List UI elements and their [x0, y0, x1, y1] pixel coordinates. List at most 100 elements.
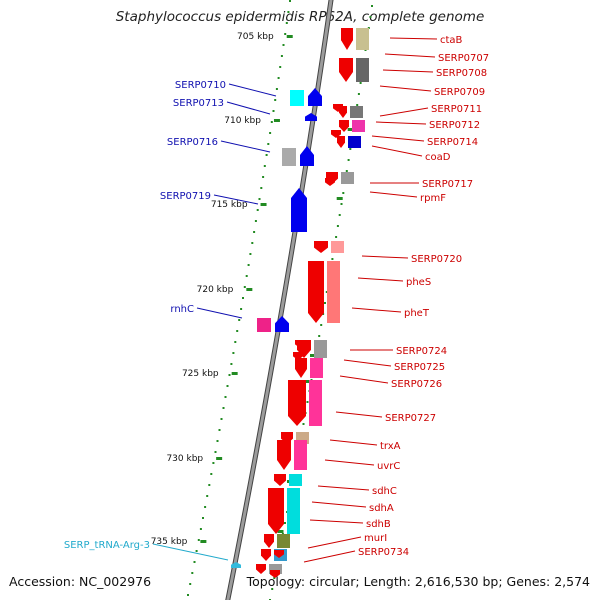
tick-label: 735 kbp: [151, 537, 188, 547]
gene-cog-box: [327, 261, 340, 323]
ruler-dot: [202, 517, 204, 519]
ruler-dot: [230, 363, 233, 365]
ruler-dot: [212, 462, 215, 464]
ruler-dot: [338, 214, 341, 216]
ruler-dot: [263, 165, 266, 167]
ruler-dot: [226, 385, 229, 387]
major-tick: [216, 457, 223, 460]
reverse-gene-arrow: [331, 130, 341, 138]
ruler-dot: [216, 440, 219, 442]
ruler-dot: [242, 297, 244, 299]
tick-label: 730 kbp: [166, 454, 203, 464]
ruler-dot: [238, 319, 241, 321]
accession-text: Accession: NC_002976: [9, 574, 152, 589]
ruler-dot: [214, 451, 217, 453]
reverse-gene-arrow: [277, 440, 291, 470]
ruler-dot: [224, 396, 227, 398]
gene-cog-box: [352, 120, 365, 132]
ruler-dot: [280, 55, 283, 57]
ruler-dot: [279, 66, 282, 68]
ruler-dot: [191, 572, 194, 574]
forward-gene-label: rnhC: [170, 304, 194, 315]
ruler-dot: [218, 429, 221, 431]
gene-cog-box: [341, 172, 354, 184]
reverse-gene-label: SERP0717: [422, 179, 473, 190]
ruler-dot: [342, 192, 345, 194]
ruler-dot: [189, 583, 192, 585]
label-leader: [226, 101, 271, 115]
ruler-dot: [306, 401, 309, 403]
label-leader: [213, 194, 259, 205]
reverse-gene-arrow: [295, 358, 307, 378]
label-leader: [324, 459, 375, 466]
ruler-dot: [324, 302, 326, 304]
gene-cog-box: [277, 534, 290, 548]
reverse-gene-label: SERP0712: [429, 120, 480, 131]
label-leader: [371, 135, 425, 142]
ruler-dot: [318, 335, 321, 337]
ruler-dot: [210, 473, 213, 475]
reverse-gene-arrow: [293, 352, 303, 360]
forward-gene-arrow: [275, 316, 289, 332]
ruler-dot: [251, 242, 254, 244]
gene-cog-box: [310, 358, 323, 378]
forward-gene-label: SERP0716: [167, 137, 218, 148]
minor-tick: [336, 197, 343, 200]
ruler-dot: [273, 577, 276, 579]
reverse-gene-label: sdhA: [369, 503, 394, 514]
reverse-gene-label: pheT: [404, 308, 430, 319]
gene-cog-box: [289, 474, 302, 486]
reverse-gene-arrow: [325, 178, 335, 186]
ruler-dot: [275, 88, 278, 90]
reverse-gene-label: SERP0724: [396, 346, 447, 357]
trna-marker: [231, 562, 241, 568]
ruler-dot: [284, 522, 286, 524]
ruler-dot: [245, 275, 248, 277]
ruler-dot: [232, 352, 235, 354]
gene-cog-box: [356, 28, 369, 50]
ruler-dot: [270, 121, 273, 123]
label-leader: [379, 107, 429, 117]
reverse-gene-label: murI: [364, 533, 387, 544]
ruler-dot: [265, 154, 268, 156]
gene-cog-box: [356, 58, 369, 82]
topology-text: Topology: circular; Length: 2,616,530 bp…: [246, 574, 590, 589]
ruler-dot: [197, 539, 200, 541]
reverse-gene-arrow: [274, 550, 284, 558]
reverse-gene-arrow: [288, 380, 306, 426]
label-leader: [357, 277, 404, 282]
label-leader: [339, 375, 389, 384]
trna-label: SERP_tRNA-Arg-3: [64, 540, 150, 551]
label-leader: [309, 519, 364, 524]
major-tick: [260, 203, 267, 206]
ruler-dot: [254, 220, 257, 222]
forward-gene-arrow: [305, 113, 317, 121]
ruler-dot: [193, 561, 196, 563]
ruler-dot: [274, 99, 277, 101]
label-leader: [371, 145, 423, 157]
label-leader: [384, 53, 436, 58]
ruler-dot: [271, 588, 274, 590]
label-leader: [196, 307, 243, 319]
reverse-gene-label: rpmF: [420, 193, 446, 204]
label-leader: [369, 191, 418, 198]
ruler-dot: [347, 159, 350, 161]
label-leader: [343, 359, 392, 367]
forward-gene-arrow: [300, 146, 314, 166]
label-leader: [379, 85, 432, 92]
ruler-dot: [256, 209, 259, 211]
label-leader: [335, 411, 383, 418]
ruler-dot: [284, 33, 287, 35]
minor-tick: [305, 380, 312, 383]
ruler-dot: [349, 148, 352, 150]
ruler-dot: [249, 253, 252, 255]
reverse-gene-label: ctaB: [440, 35, 463, 46]
reverse-gene-arrow: [264, 534, 274, 548]
label-leader: [351, 307, 402, 313]
major-tick: [246, 288, 253, 291]
reverse-gene-arrow: [270, 570, 280, 578]
ruler-dot: [267, 143, 270, 145]
reverse-gene-label: SERP0711: [431, 104, 482, 115]
gene-cog-box: [314, 340, 327, 358]
gene-cog-box: [309, 380, 322, 426]
